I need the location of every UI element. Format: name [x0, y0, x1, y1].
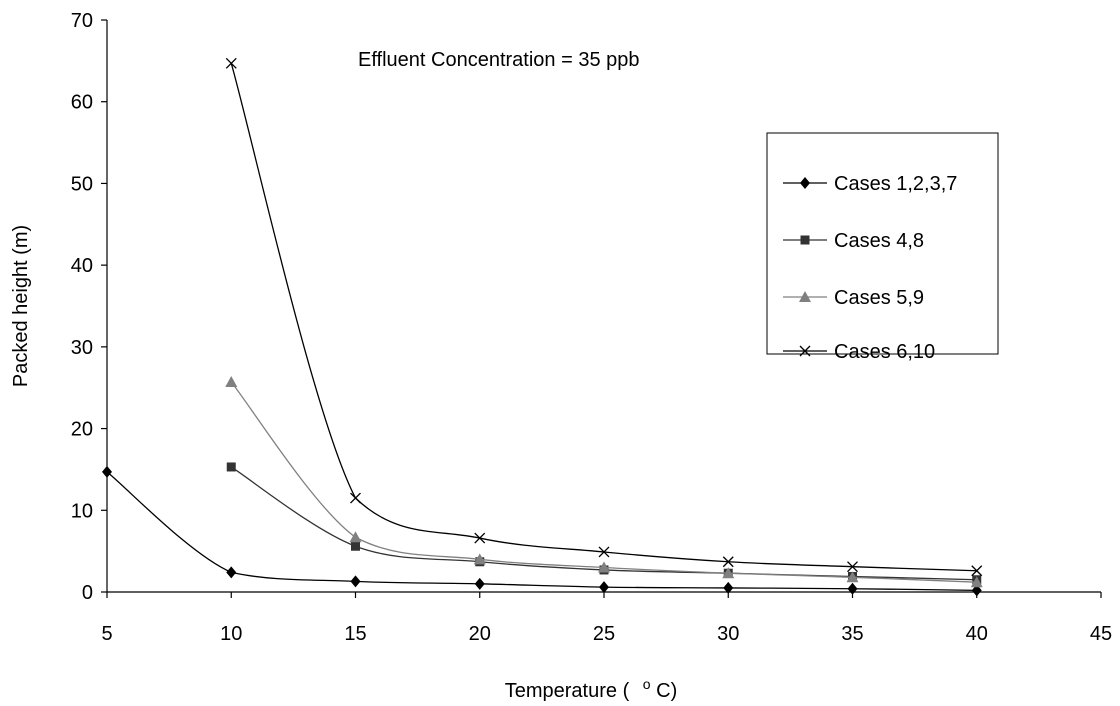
data-point-diamond: [971, 584, 982, 597]
legend-label: Cases 1,2,3,7: [834, 173, 957, 195]
data-point-triangle: [473, 553, 486, 565]
legend: Cases 1,2,3,7 Cases 4,8 Cases 5,9 Cases 6,1…: [766, 132, 999, 363]
data-point-triangle: [225, 375, 238, 387]
data-point-diamond: [226, 566, 237, 579]
x-tick-label: 15: [344, 623, 366, 645]
y-tick-label: 0: [82, 582, 93, 604]
y-axis-label: Packed height (m): [10, 225, 32, 387]
y-tick-label: 20: [71, 419, 93, 441]
data-point-diamond: [474, 577, 485, 590]
data-point-x: [598, 546, 610, 558]
data-point-x: [350, 492, 361, 504]
y-tick-label: 10: [71, 500, 93, 522]
series-3: [225, 375, 983, 588]
legend-marker-diamond: [800, 177, 810, 189]
y-tick-label: 50: [71, 173, 93, 195]
x-tick-label: 20: [469, 623, 491, 645]
x-tick-label: 45: [1090, 623, 1112, 645]
x-axis-label: Temperature ( o C): [505, 672, 678, 702]
legend-marker-triangle: [799, 291, 811, 302]
y-tick-label: 60: [71, 92, 93, 114]
data-point-diamond: [723, 581, 734, 594]
data-point-triangle: [846, 571, 859, 583]
legend-label: Cases 6,10: [834, 341, 935, 363]
series-4: [225, 57, 983, 577]
x-tick-label: 30: [717, 623, 739, 645]
x-axis-label-unit: C): [656, 680, 677, 702]
data-point-x: [225, 57, 237, 69]
x-tick-label: 40: [966, 623, 988, 645]
legend-label: Cases 4,8: [834, 230, 924, 252]
data-point-diamond: [350, 575, 361, 588]
ticks-layer: 0 10 20 30 40 50 60 70 5 10 15 20 25 30 35 40 45: [71, 10, 1112, 645]
x-tick-label: 35: [841, 623, 863, 645]
chart-annotation: Effluent Concentration = 35 ppb: [358, 49, 640, 71]
series-line: [106, 471, 977, 592]
x-tick-label: 10: [220, 623, 242, 645]
legend-marker-square: [800, 235, 810, 245]
x-tick-label: 25: [593, 623, 615, 645]
data-point-triangle: [598, 561, 610, 573]
y-tick-label: 40: [71, 255, 93, 277]
x-tick-label: 5: [101, 623, 112, 645]
x-axis-label-degree: o: [643, 676, 651, 692]
data-point-diamond: [599, 581, 609, 594]
data-point-square: [351, 541, 360, 551]
legend-item: Cases 6,10: [783, 341, 935, 363]
legend-item: Cases 1,2,3,7: [783, 173, 957, 195]
legend-item: Cases 4,8: [783, 230, 924, 252]
data-point-square: [226, 462, 236, 472]
x-axis-label-text: Temperature (: [505, 680, 630, 702]
svg-text:Temperature ( o C): Temperature ( o C): [505, 672, 678, 702]
data-point-triangle: [722, 567, 735, 579]
data-point-triangle: [349, 531, 362, 543]
y-tick-label: 30: [71, 337, 93, 359]
data-point-x: [847, 561, 858, 573]
legend-label: Cases 5,9: [834, 287, 924, 309]
legend-marker-x: [799, 345, 811, 357]
data-point-x: [722, 556, 734, 568]
y-tick-label: 70: [71, 10, 93, 32]
data-point-triangle: [970, 576, 983, 588]
series-line: [230, 63, 977, 572]
legend-items: Cases 1,2,3,7 Cases 4,8 Cases 5,9 Cases 6,1…: [783, 173, 957, 363]
data-point-x: [474, 532, 486, 544]
data-point-x: [971, 565, 983, 577]
legend-item: Cases 5,9: [783, 287, 924, 309]
